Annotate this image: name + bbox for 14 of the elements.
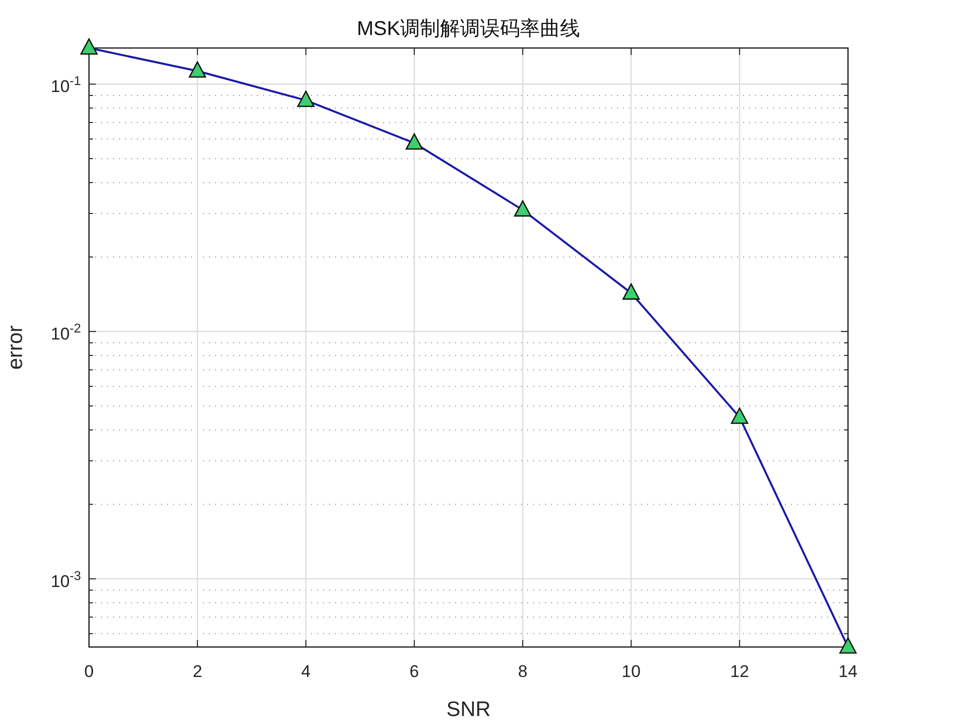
y-axis-title: error (4, 325, 27, 370)
x-tick-label: 6 (410, 662, 420, 681)
x-tick-label: 0 (84, 662, 94, 681)
chart-title: MSK调制解调误码率曲线 (356, 18, 580, 40)
x-tick-label: 14 (838, 662, 858, 681)
x-tick-label: 10 (622, 662, 641, 681)
x-tick-label: 4 (301, 662, 311, 681)
x-tick-label: 8 (518, 662, 528, 681)
y-tick-label: 10$^{-3}$ (50, 567, 81, 591)
x-tick-label: 2 (192, 662, 202, 681)
x-axis-title: SNR (446, 698, 491, 721)
x-tick-label: 12 (730, 662, 750, 681)
y-tick-label: 10$^{-1}$ (50, 72, 81, 96)
y-tick-label: 10$^{-2}$ (50, 320, 81, 344)
